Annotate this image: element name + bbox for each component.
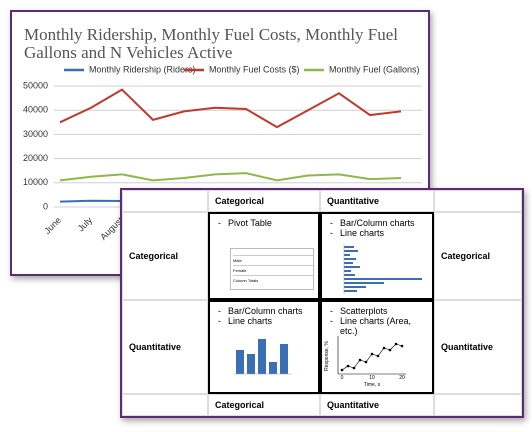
mini-bar-chart xyxy=(343,244,422,294)
cell: Bar/Column chartsLine charts xyxy=(320,212,434,300)
mini-table-header xyxy=(233,249,313,256)
mini-scatter: Response, % 0 10 20 Time, s xyxy=(324,336,406,388)
mini-table-row: Male xyxy=(233,256,313,266)
series-line xyxy=(59,88,402,129)
mini-y-label: Response, % xyxy=(324,341,330,371)
row-header: Quantitative xyxy=(122,300,208,394)
mini-table-row: Female xyxy=(233,266,313,276)
legend-label: Monthly Fuel (Gallons) xyxy=(329,64,420,74)
column-header: Categorical xyxy=(208,190,320,212)
mini-table: Male Female Column Totals xyxy=(230,248,314,290)
y-tick-label: 0 xyxy=(43,201,48,211)
mini-column-chart xyxy=(234,339,292,375)
footer-cell: Quantitative xyxy=(320,394,434,416)
list-item: Bar/Column charts xyxy=(218,306,312,316)
list-item: Pivot Table xyxy=(218,218,312,228)
mini-x-tick: 0 xyxy=(341,375,344,381)
chart-title: Monthly Ridership, Monthly Fuel Costs, M… xyxy=(24,25,399,62)
y-tick-label: 20000 xyxy=(23,153,48,163)
legend-label: Monthly Fuel Costs ($) xyxy=(209,64,300,74)
y-tick-label: 30000 xyxy=(23,129,48,139)
cell xyxy=(122,394,208,416)
x-tick-label: July xyxy=(76,215,95,234)
column-header: Quantitative xyxy=(320,190,434,212)
chart-window: 0 10000 20000 30000 40000 50000 June July August… xyxy=(10,10,430,276)
list-item: Scatterplots xyxy=(330,306,426,316)
list-item: Bar/Column charts xyxy=(330,218,426,228)
y-tick-label: 50000 xyxy=(23,80,48,90)
list-item: Line charts (Area, etc.) xyxy=(330,316,426,336)
mini-table-row: Column Totals xyxy=(233,278,259,283)
row-header: Categorical xyxy=(434,212,522,300)
series-line xyxy=(59,172,402,182)
legend-label: Monthly Ridership (Riders) xyxy=(89,64,196,74)
mini-x-tick: 10 xyxy=(369,375,375,381)
mini-x-label: Time, s xyxy=(364,382,381,388)
cell: ScatterplotsLine charts (Area, etc.) Res… xyxy=(320,300,434,394)
footer-cell: Categorical xyxy=(208,394,320,416)
y-tick-label: 10000 xyxy=(23,177,48,187)
mini-x-tick: 20 xyxy=(399,375,405,381)
cell: Pivot Table Male Female Column Totals xyxy=(208,212,320,300)
table: Categorical Quantitative Categorical Piv… xyxy=(120,188,524,418)
row-header: Quantitative xyxy=(434,300,522,394)
list-item: Line charts xyxy=(218,316,312,326)
cell: Bar/Column chartsLine charts xyxy=(208,300,320,394)
cell xyxy=(434,190,522,212)
list-item: Line charts xyxy=(330,228,426,238)
y-tick-label: 40000 xyxy=(23,105,48,115)
row-header: Categorical xyxy=(122,212,208,300)
cell xyxy=(434,394,522,416)
cell xyxy=(122,190,208,212)
mini-bars xyxy=(344,246,422,292)
x-tick-label: June xyxy=(42,215,63,236)
